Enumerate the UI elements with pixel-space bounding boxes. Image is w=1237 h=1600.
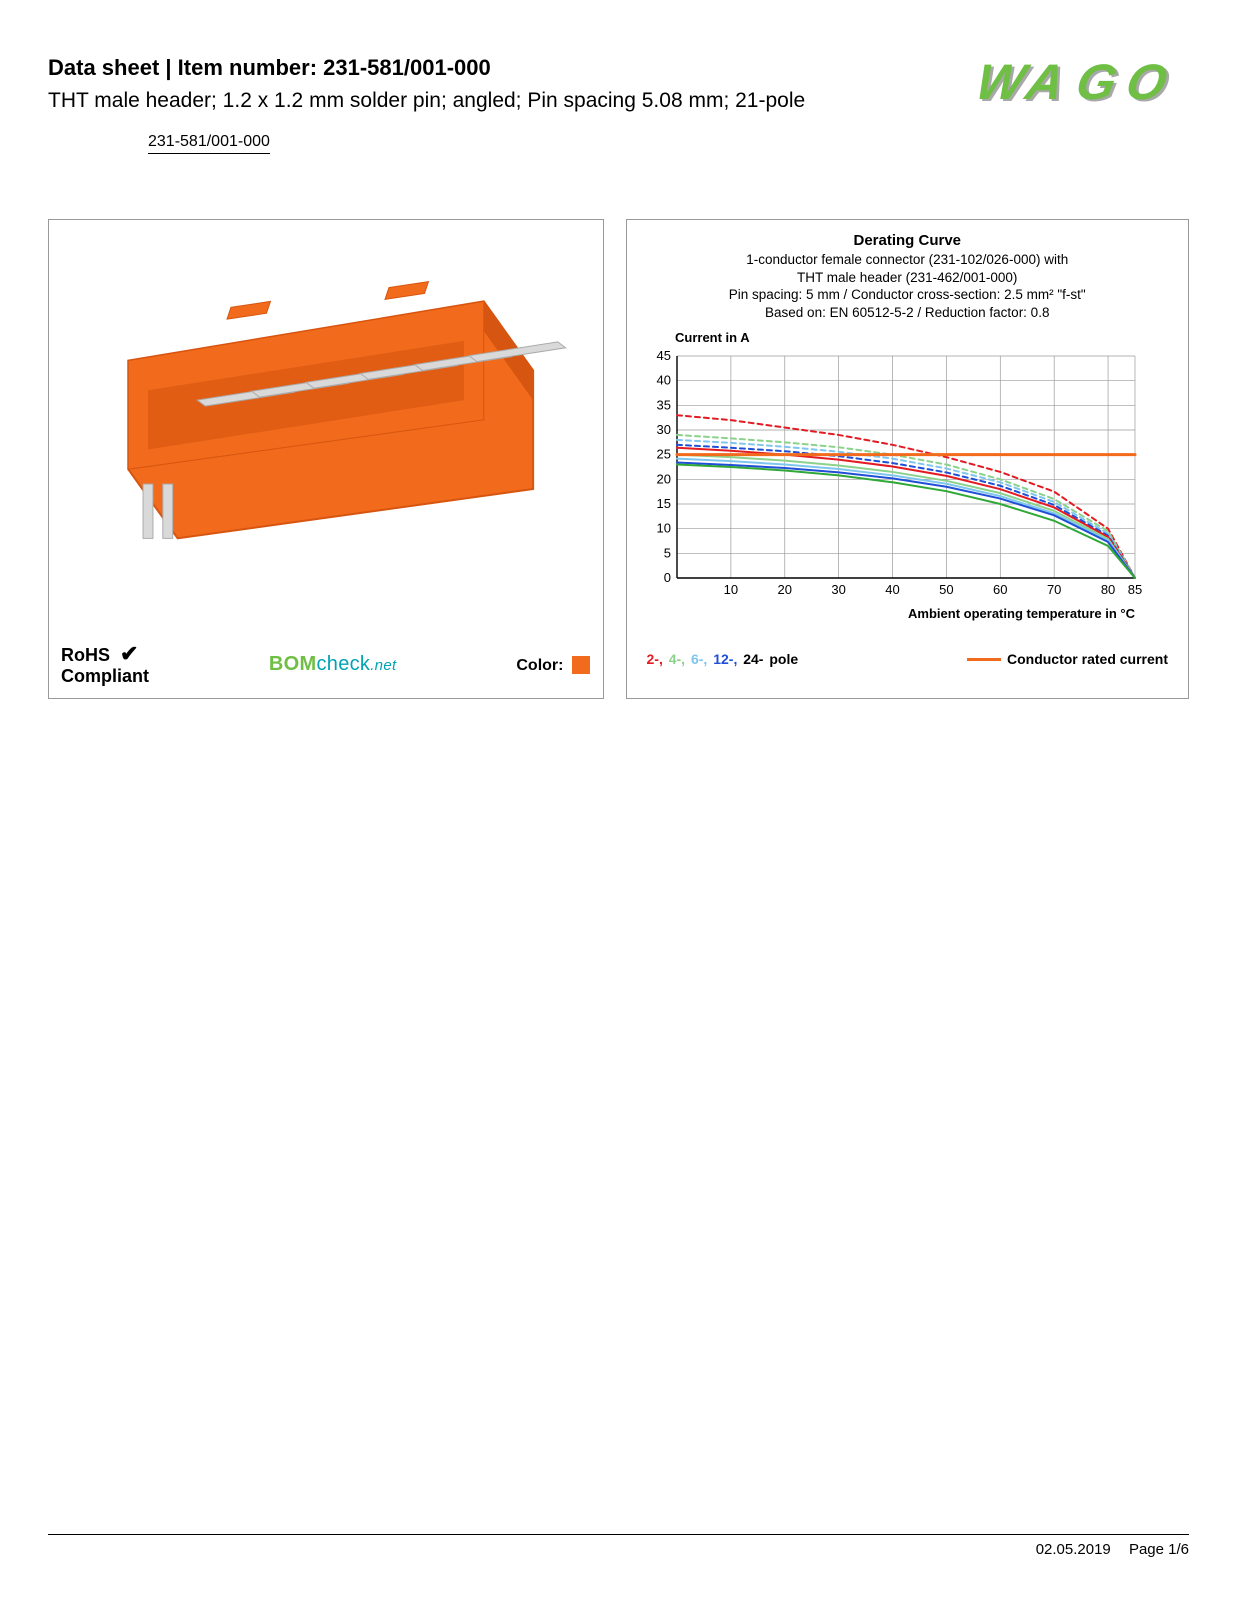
rohs-label2: Compliant (61, 666, 149, 686)
chart-title: Derating Curve (643, 232, 1173, 249)
svg-text:45: 45 (656, 348, 670, 363)
svg-text:5: 5 (663, 545, 670, 560)
svg-text:10: 10 (723, 582, 737, 597)
title-sep: | (159, 55, 177, 80)
rohs-compliant: RoHS ✔ Compliant (61, 642, 149, 686)
product-illustration (69, 240, 583, 580)
svg-text:15: 15 (656, 496, 670, 511)
legend-pole: 24- (743, 651, 763, 667)
legend-line-icon (967, 658, 1001, 661)
svg-text:50: 50 (939, 582, 953, 597)
svg-text:30: 30 (656, 422, 670, 437)
footer-date: 02.05.2019 (1036, 1541, 1111, 1558)
rohs-label: RoHS (61, 645, 110, 665)
bom3: .net (370, 657, 396, 674)
svg-text:10: 10 (656, 520, 670, 535)
title-prefix: Data sheet (48, 55, 159, 80)
svg-text:30: 30 (831, 582, 845, 597)
header: Data sheet | Item number: 231-581/001-00… (48, 55, 1189, 154)
svg-text:70: 70 (1046, 582, 1060, 597)
legend-pole: 2-, (647, 651, 667, 667)
legend-poles: 2-, 4-, 6-, 12-, 24- pole (647, 651, 801, 667)
color-label: Color: (516, 657, 563, 674)
svg-text:0: 0 (663, 570, 670, 585)
legend-rated: Conductor rated current (967, 651, 1168, 667)
derating-chart-panel: Derating Curve 1-conductor female connec… (626, 219, 1190, 699)
svg-text:Ambient operating temperature: Ambient operating temperature in °C (908, 606, 1136, 621)
bomcheck-logo: BOMcheck.net (269, 653, 397, 676)
chart-sub3: Pin spacing: 5 mm / Conductor cross-sect… (643, 286, 1173, 304)
legend-rated-label: Conductor rated current (1007, 651, 1168, 667)
title-label: Item number: (178, 55, 323, 80)
svg-text:40: 40 (885, 582, 899, 597)
bom2: check (316, 653, 370, 675)
color-indicator: Color: (516, 654, 590, 675)
legend-pole: 4-, (669, 651, 689, 667)
svg-text:80: 80 (1100, 582, 1114, 597)
svg-text:60: 60 (993, 582, 1007, 597)
legend-pole-suffix: pole (765, 651, 798, 667)
footer: 02.05.2019 Page 1/6 (48, 1534, 1189, 1558)
check-icon: ✔ (120, 641, 138, 666)
chart-sub2: THT male header (231-462/001-000) (643, 269, 1173, 287)
svg-text:20: 20 (777, 582, 791, 597)
subtitle: THT male header; 1.2 x 1.2 mm solder pin… (48, 87, 949, 115)
item-code: 231-581/001-000 (148, 133, 270, 154)
svg-text:25: 25 (656, 446, 670, 461)
svg-text:Current in A: Current in A (675, 330, 750, 345)
chart-sub4: Based on: EN 60512-5-2 / Reduction facto… (643, 304, 1173, 322)
bom1: BOM (269, 653, 317, 675)
footer-page: Page 1/6 (1129, 1541, 1189, 1558)
svg-text:20: 20 (656, 471, 670, 486)
svg-text:85: 85 (1127, 582, 1141, 597)
page-title: Data sheet | Item number: 231-581/001-00… (48, 55, 949, 81)
svg-text:40: 40 (656, 372, 670, 387)
legend-pole: 6-, (691, 651, 711, 667)
wago-logo: WWAAGGOO (979, 55, 1189, 118)
color-swatch (572, 656, 590, 674)
svg-text:35: 35 (656, 397, 670, 412)
legend-pole: 12-, (713, 651, 741, 667)
chart-plot: Current in A 5 10 15 20 25 30 35 40 45 0 10 20 30 40 50… (643, 330, 1173, 645)
title-item: 231-581/001-000 (323, 55, 491, 80)
chart-legend: 2-, 4-, 6-, 12-, 24- pole Conductor rate… (643, 651, 1173, 667)
product-image-panel: RoHS ✔ Compliant BOMcheck.net Color: (48, 219, 604, 699)
chart-sub1: 1-conductor female connector (231-102/02… (643, 251, 1173, 269)
